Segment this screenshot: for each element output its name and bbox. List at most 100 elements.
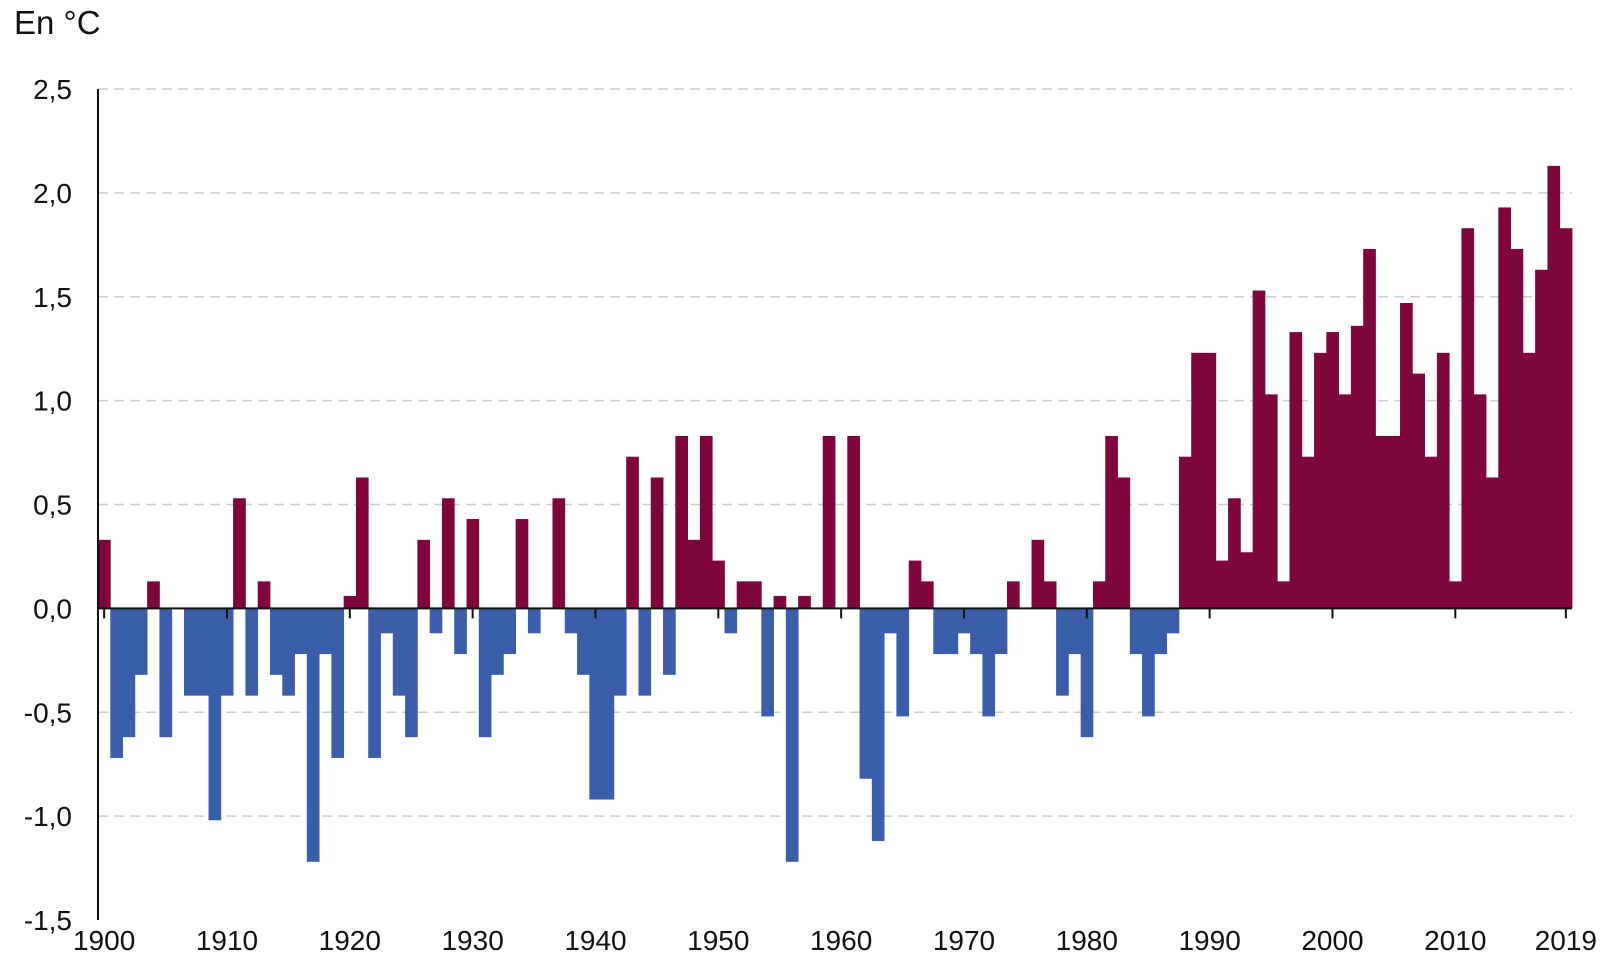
bar-1940 xyxy=(589,608,603,800)
bar-1946 xyxy=(663,608,676,675)
bar-1924 xyxy=(392,608,406,696)
bar-1910 xyxy=(220,608,234,696)
bar-2009 xyxy=(1436,352,1450,609)
y-tick-label: 1,5 xyxy=(33,282,72,313)
bar-1985 xyxy=(1142,608,1155,717)
bar-1980 xyxy=(1080,608,1094,738)
bar-1921 xyxy=(355,477,369,609)
bar-1913 xyxy=(257,581,271,609)
y-tick-label: 0,5 xyxy=(33,490,72,521)
x-tick-label: 1900 xyxy=(73,925,135,956)
bar-2001 xyxy=(1338,394,1352,609)
bar-1955 xyxy=(773,595,787,609)
bar-1938 xyxy=(564,608,578,634)
bar-2007 xyxy=(1412,373,1425,609)
bar-2005 xyxy=(1387,435,1401,609)
bar-1970 xyxy=(957,608,971,634)
y-tick-label: 2,5 xyxy=(33,74,72,105)
bar-1914 xyxy=(269,608,283,675)
bar-1962 xyxy=(859,608,873,779)
bar-1996 xyxy=(1277,581,1290,609)
bar-1947 xyxy=(675,435,688,609)
bar-1956 xyxy=(785,608,799,862)
bar-1971 xyxy=(970,608,983,655)
bar-1943 xyxy=(626,456,639,609)
bar-1926 xyxy=(417,539,431,609)
bar-1976 xyxy=(1031,539,1045,609)
y-unit-label: En °C xyxy=(14,4,101,41)
x-tick-label: 1910 xyxy=(196,925,258,956)
bar-1973 xyxy=(994,608,1008,655)
x-tick-label: 2000 xyxy=(1301,925,1363,956)
bar-1925 xyxy=(405,608,418,738)
bar-1963 xyxy=(871,608,885,842)
bar-1923 xyxy=(380,608,394,634)
bar-2014 xyxy=(1498,207,1511,609)
y-tick-label: -0,5 xyxy=(24,697,72,728)
bar-1935 xyxy=(527,608,541,634)
bar-1909 xyxy=(208,608,222,821)
bar-1929 xyxy=(454,608,467,655)
bar-1900 xyxy=(98,539,111,609)
y-tick-label: -1,5 xyxy=(24,905,72,936)
bar-1950 xyxy=(712,560,725,609)
bar-2010 xyxy=(1449,581,1462,609)
bar-1944 xyxy=(638,608,652,696)
bar-1997 xyxy=(1289,332,1303,609)
y-tick-label: 2,0 xyxy=(33,178,72,209)
bar-1966 xyxy=(908,560,922,609)
y-tick-label: -1,0 xyxy=(24,801,72,832)
bar-2008 xyxy=(1424,456,1438,609)
bar-1945 xyxy=(650,477,664,609)
bar-2015 xyxy=(1510,248,1524,609)
bar-2017 xyxy=(1535,269,1548,609)
bar-1951 xyxy=(724,608,738,634)
bar-1999 xyxy=(1314,352,1327,609)
bar-1917 xyxy=(306,608,320,862)
bar-1931 xyxy=(478,608,492,738)
bar-1988 xyxy=(1178,456,1192,609)
bar-2016 xyxy=(1522,352,1536,609)
bar-1949 xyxy=(699,435,713,609)
bar-1984 xyxy=(1129,608,1143,655)
x-tick-label: 2019 xyxy=(1535,925,1597,956)
x-tick-label: 1960 xyxy=(810,925,872,956)
bar-1939 xyxy=(577,608,590,675)
bar-2018 xyxy=(1547,165,1561,609)
bar-1995 xyxy=(1264,394,1278,609)
bar-1952 xyxy=(736,581,750,609)
bar-1990 xyxy=(1203,352,1217,609)
bar-2012 xyxy=(1473,394,1487,609)
bar-1928 xyxy=(441,498,455,609)
bar-2002 xyxy=(1350,325,1364,609)
bar-1972 xyxy=(982,608,996,717)
bar-1920 xyxy=(343,595,357,609)
bar-2006 xyxy=(1400,302,1413,609)
bar-1991 xyxy=(1215,560,1229,609)
x-tick-label: 1930 xyxy=(441,925,503,956)
x-tick-label: 1980 xyxy=(1056,925,1118,956)
bar-1954 xyxy=(761,608,774,717)
bar-1957 xyxy=(798,595,811,609)
bar-1964 xyxy=(884,608,897,634)
bar-1904 xyxy=(147,581,160,609)
bar-1932 xyxy=(491,608,504,675)
bar-1981 xyxy=(1092,581,1106,609)
bar-2000 xyxy=(1326,332,1340,609)
x-tick-label: 1920 xyxy=(319,925,381,956)
bar-1961 xyxy=(847,435,860,609)
bar-1965 xyxy=(896,608,910,717)
bar-1978 xyxy=(1056,608,1069,696)
x-tick-label: 1990 xyxy=(1178,925,1240,956)
bar-1908 xyxy=(196,608,209,696)
bar-layer xyxy=(98,165,1573,862)
bar-1983 xyxy=(1117,477,1131,609)
bar-2003 xyxy=(1363,248,1376,609)
bar-1969 xyxy=(945,608,959,655)
bar-1915 xyxy=(282,608,295,696)
x-tick-label: 1940 xyxy=(564,925,626,956)
bar-1979 xyxy=(1068,608,1082,655)
bar-1916 xyxy=(294,608,308,655)
